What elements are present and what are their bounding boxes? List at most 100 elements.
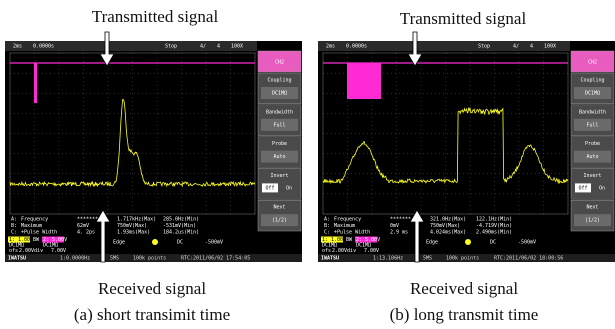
screen-text: CH2 <box>275 60 284 66</box>
screen-text: BW <box>33 237 40 243</box>
screen-text: 2ms <box>13 44 22 50</box>
screen-text: 7.00V <box>364 248 379 254</box>
screen-text: -500mV <box>205 240 223 246</box>
screen-text: RTC:2011/06/02 18:00:56 <box>494 256 563 262</box>
screen-text: Frequency <box>21 217 48 223</box>
screen-text: Maximum <box>334 223 355 229</box>
screen-text: Full <box>586 122 598 128</box>
screen-text: Probe <box>585 141 600 147</box>
figure: 2ms 0.0000s Stop 4/4 100X CH2 Coupling DC1MΩ Ban… <box>0 0 615 329</box>
screen-text: DC1MΩ <box>272 91 287 97</box>
screen-text: 0mV <box>390 223 399 229</box>
screen-text: 2.00Vdiv <box>19 248 43 254</box>
screen-text: -4.719V(Min) <box>476 223 512 229</box>
tx-pulse <box>34 63 37 103</box>
screen-text: Stop <box>478 44 490 50</box>
screen-text: 0.0000s <box>346 44 367 50</box>
screen-text: +Pulse Width <box>334 230 370 236</box>
screen-text: +Pulse Width <box>21 230 57 236</box>
screen-text: DC1MΩ <box>585 91 600 97</box>
screen-text: 4. 2ps <box>77 230 95 236</box>
screen-text: 1.717kHz(Max) <box>117 217 156 223</box>
screen-text: 184.2us(Min) <box>163 230 199 236</box>
screen-text: 100k points <box>446 256 479 262</box>
screen-text: 4 <box>530 44 533 50</box>
scope-panel: 2ms 0.0000s Stop 4/4 100X CH2 Coupling DC1MΩ Ban… <box>5 41 302 262</box>
bottom-label: Received signal <box>410 279 518 298</box>
screen-text: 750mV(Max) <box>117 223 147 229</box>
screen-text: Auto <box>273 154 285 160</box>
screen-text: 1.93ms(Max) <box>117 230 150 236</box>
screen-text: Off <box>578 185 587 191</box>
trigger-dot <box>152 239 158 245</box>
screen-text: Invert <box>270 173 288 179</box>
screen-text: Frequency <box>334 217 361 223</box>
screen-text: Coupling <box>580 78 604 84</box>
caption: (b) long transmit time <box>390 305 539 324</box>
screen-text: 122.1Hz(Min) <box>476 217 512 223</box>
screen-text: 5MS <box>423 256 432 262</box>
screen-text: Next <box>273 205 285 211</box>
screen-text: 2.00Vdiv <box>332 248 356 254</box>
caption: (a) short transimit time <box>74 305 230 324</box>
screen-text: 100X <box>544 44 556 50</box>
screen-text: A: <box>11 217 17 223</box>
screen-text: (1/2) <box>272 218 287 224</box>
screen-text: ofs <box>9 248 18 254</box>
screen-text: Stop <box>165 44 177 50</box>
screen-text: RTC:2011/06/02 17:54:05 <box>181 256 250 262</box>
screen-text: 0.0000s <box>33 44 54 50</box>
screen-text: Full <box>273 122 285 128</box>
screen-text: 4.024ms(Max) <box>430 230 466 236</box>
screen-text: 2ms <box>326 44 335 50</box>
screen-text: 5MS <box>110 256 119 262</box>
screen-text: 321.0Hz(Max) <box>430 217 466 223</box>
screen-text: BW <box>346 237 353 243</box>
screen-text: Auto <box>586 154 598 160</box>
screen-text: DC <box>490 240 496 246</box>
screen-text: C: <box>324 230 330 236</box>
screen-text: -531mV(Min) <box>163 223 196 229</box>
screen-text: Bandwidth <box>266 109 293 115</box>
screen-text: IWATSU <box>8 256 26 262</box>
screen-text: B: <box>324 223 330 229</box>
screen-text: Edge <box>113 240 125 246</box>
screen-text: 2.490ms(Min) <box>476 230 512 236</box>
screen-text: ******* <box>390 217 411 223</box>
screen-text: A: <box>324 217 330 223</box>
screen-text: DC <box>177 240 183 246</box>
screen-text: 285.0Hz(Min) <box>163 217 199 223</box>
screen-text: ******* <box>77 217 98 223</box>
screen-text: 2.9 ms <box>390 230 408 236</box>
screen-text: Off <box>265 185 274 191</box>
screen-text: C: <box>11 230 17 236</box>
screen-text: 7.00V <box>51 248 66 254</box>
top-label: Transmitted signal <box>400 9 527 28</box>
trigger-dot <box>465 239 471 245</box>
screen-text: Bandwidth <box>579 109 606 115</box>
screen-text: 4 <box>217 44 220 50</box>
top-label: Transmitted signal <box>92 7 219 26</box>
screen-text: B: <box>11 223 17 229</box>
screen-text: Invert <box>583 173 601 179</box>
screen-text: Next <box>586 205 598 211</box>
screen-text: Edge <box>426 240 438 246</box>
screen-text: IWATSU <box>321 256 339 262</box>
screen-text: 1:0.0000Hz <box>60 256 90 262</box>
screen-text: On <box>286 185 292 191</box>
screen-text: 100X <box>231 44 243 50</box>
screen-text: Coupling <box>267 78 291 84</box>
screen-text: 750mV(Max) <box>430 223 460 229</box>
bottom-label: Received signal <box>98 279 206 298</box>
screen-text: (1/2) <box>585 218 600 224</box>
screen-text: -500mV <box>518 240 536 246</box>
screen-text: 1:13.106Hz <box>373 256 403 262</box>
screen-text: 4/ <box>200 44 206 50</box>
tx-pulse <box>347 63 381 99</box>
screen-text: 4/ <box>513 44 519 50</box>
screen-text: Maximum <box>21 223 42 229</box>
screen-text: ofs <box>322 248 331 254</box>
screen-text: On <box>599 185 605 191</box>
screen-text: 62mV <box>77 223 89 229</box>
